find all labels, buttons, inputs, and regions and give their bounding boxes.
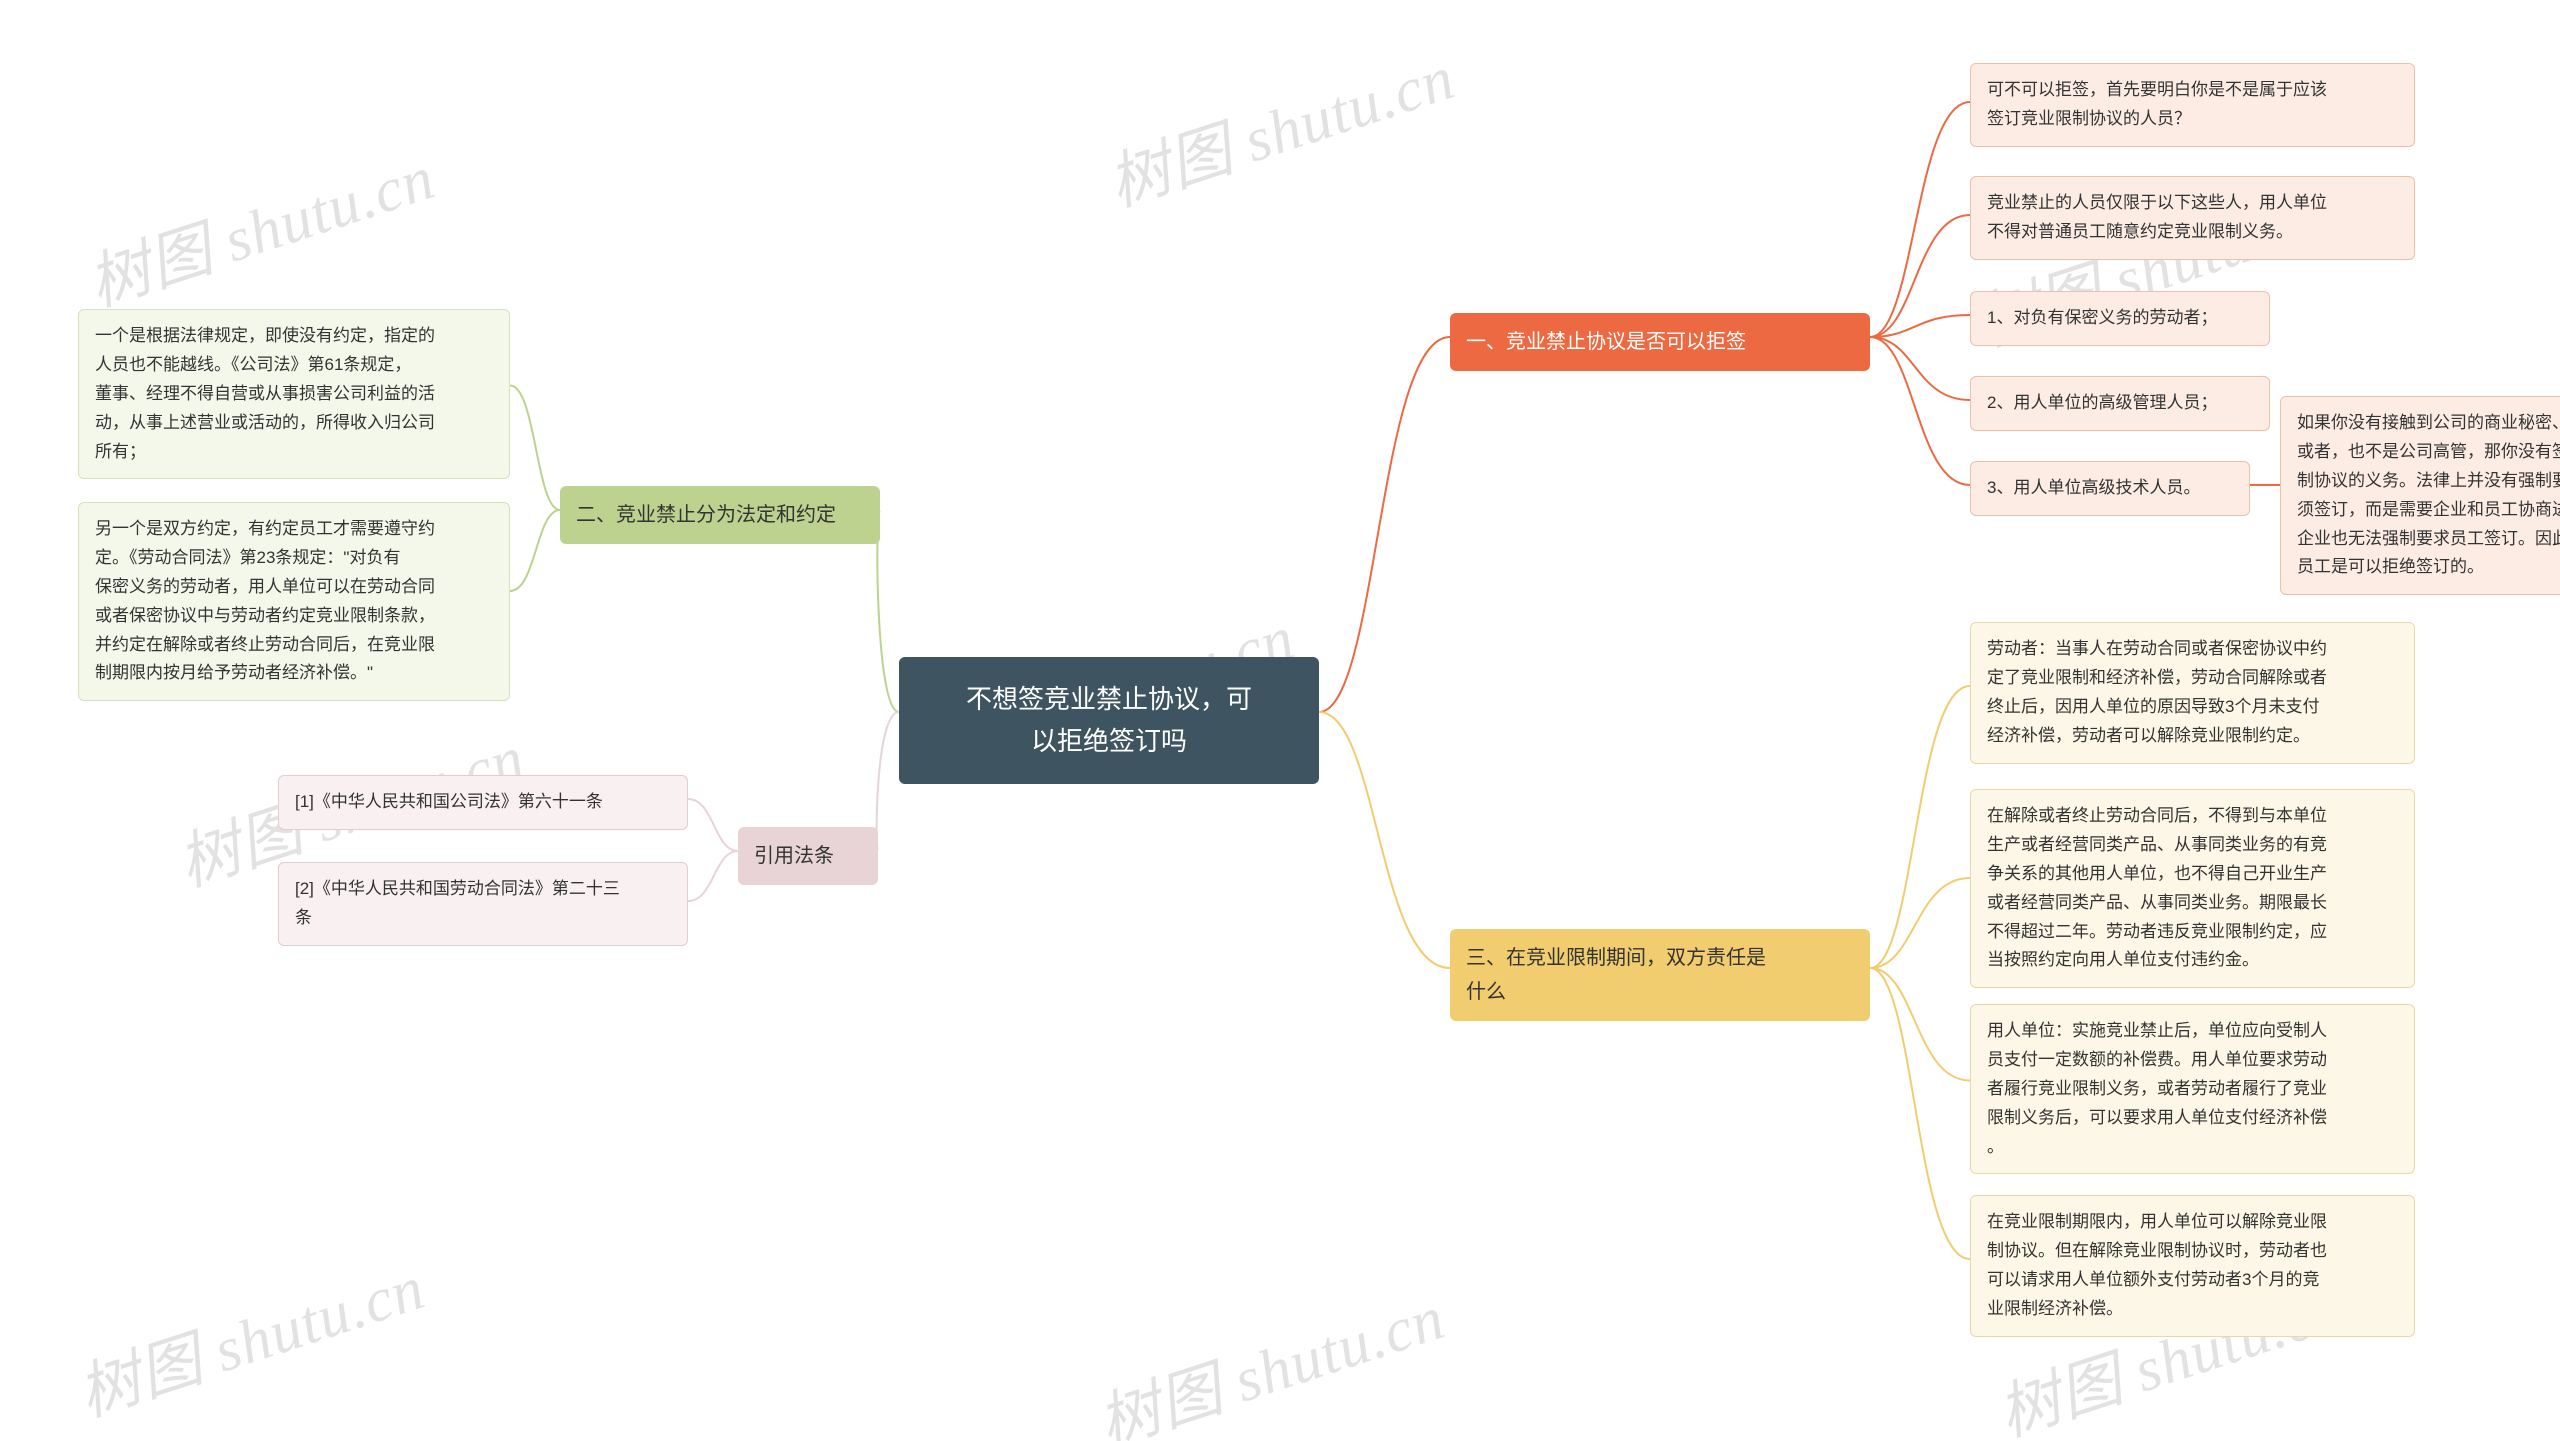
node-b2c1[interactable]: 一个是根据法律规定，即使没有约定，指定的人员也不能越线。《公司法》第61条规定，…: [78, 309, 510, 479]
node-b1c2[interactable]: 竞业禁止的人员仅限于以下这些人，用人单位不得对普通员工随意约定竞业限制义务。: [1970, 176, 2415, 260]
watermark: 树图 shutu.cn: [75, 127, 444, 323]
node-b1c1[interactable]: 可不可以拒签，首先要明白你是不是属于应该签订竞业限制协议的人员？: [1970, 63, 2415, 147]
node-b1c4[interactable]: 2、用人单位的高级管理人员；: [1970, 376, 2270, 431]
node-b4[interactable]: 引用法条: [738, 827, 878, 885]
node-b1c5[interactable]: 3、用人单位高级技术人员。: [1970, 461, 2250, 516]
watermark: 树图 shutu.cn: [1085, 1267, 1454, 1441]
node-b3c1[interactable]: 劳动者：当事人在劳动合同或者保密协议中约定了竞业限制和经济补偿，劳动合同解除或者…: [1970, 622, 2415, 764]
node-b1[interactable]: 一、竞业禁止协议是否可以拒签: [1450, 313, 1870, 371]
mindmap-canvas: 树图 shutu.cn 树图 shutu.cn 树图 shutu.cn 树图 shut…: [0, 0, 2560, 1441]
node-b4c2[interactable]: [2]《中华人民共和国劳动合同法》第二十三条: [278, 862, 688, 946]
node-b4c1[interactable]: [1]《中华人民共和国公司法》第六十一条: [278, 775, 688, 830]
watermark: 树图 shutu.cn: [1095, 27, 1464, 223]
node-b3c3[interactable]: 用人单位：实施竞业禁止后，单位应向受制人员支付一定数额的补偿费。用人单位要求劳动…: [1970, 1004, 2415, 1174]
node-b2c2[interactable]: 另一个是双方约定，有约定员工才需要遵守约定。《劳动合同法》第23条规定："对负有…: [78, 502, 510, 701]
node-b3c2[interactable]: 在解除或者终止劳动合同后，不得到与本单位生产或者经营同类产品、从事同类业务的有竞…: [1970, 789, 2415, 988]
node-b2[interactable]: 二、竞业禁止分为法定和约定: [560, 486, 880, 544]
node-b1c5a[interactable]: 如果你没有接触到公司的商业秘密、技术秘密或者，也不是公司高管，那你没有签订竞业限…: [2280, 396, 2560, 595]
node-b1c3[interactable]: 1、对负有保密义务的劳动者；: [1970, 291, 2270, 346]
node-b3c4[interactable]: 在竞业限制期限内，用人单位可以解除竞业限制协议。但在解除竞业限制协议时，劳动者也…: [1970, 1195, 2415, 1337]
root-node[interactable]: 不想签竞业禁止协议，可以拒绝签订吗: [899, 657, 1319, 784]
node-b3[interactable]: 三、在竞业限制期间，双方责任是什么: [1450, 929, 1870, 1021]
watermark: 树图 shutu.cn: [65, 1237, 434, 1433]
